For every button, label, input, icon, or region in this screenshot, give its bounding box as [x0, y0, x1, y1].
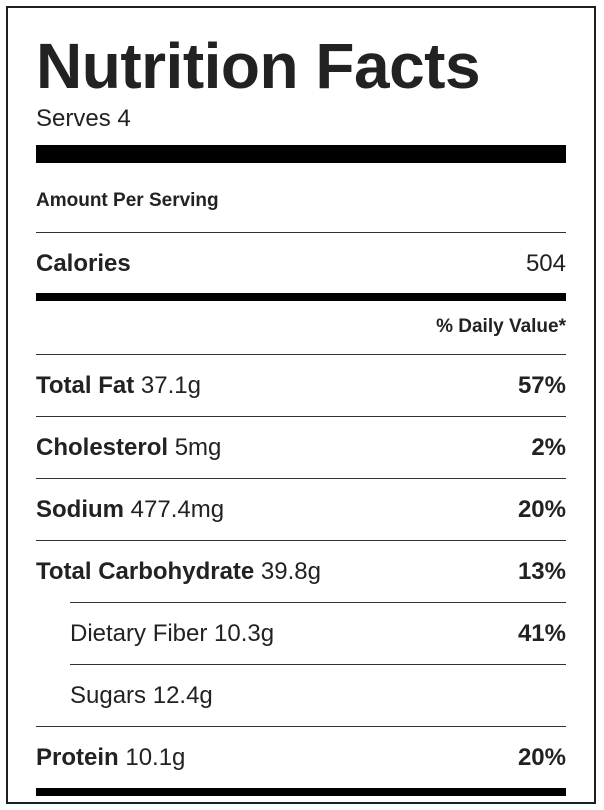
divider [36, 416, 566, 417]
nutrient-row-total-carbohydrate: Total Carbohydrate 39.8g 13% [36, 541, 566, 603]
nutrient-amount: 5mg [174, 434, 222, 461]
nutrient-name: Protein [36, 744, 126, 771]
nutrient-row-sugars: Sugars 12.4g [70, 665, 566, 727]
nutrient-daily-value: 20% [517, 744, 566, 771]
nutrient-name: Cholesterol [36, 434, 175, 461]
divider [70, 664, 566, 665]
nutrient-row-protein: Protein 10.1g 20% [36, 727, 566, 789]
divider [70, 602, 566, 603]
nutrition-label-content: Nutrition Facts Serves 4 Amount Per Serv… [36, 8, 566, 802]
nutrient-daily-value: 20% [517, 496, 566, 523]
nutrient-amount: 39.8g [260, 558, 321, 585]
nutrient-daily-value: 2% [531, 434, 566, 461]
nutrition-label: Nutrition Facts Serves 4 Amount Per Serv… [6, 6, 596, 804]
thick-divider-top [36, 145, 566, 163]
nutrient-row-total-fat: Total Fat 37.1g 57% [36, 355, 566, 417]
amount-per-serving: Amount Per Serving [36, 190, 219, 211]
calories-value: 504 [525, 250, 566, 277]
nutrient-amount: 37.1g [140, 372, 201, 399]
nutrient-row-sodium: Sodium 477.4mg 20% [36, 479, 566, 541]
nutrient-name: Total Fat [36, 372, 141, 399]
divider [36, 726, 566, 727]
nutrient-name: Sodium [36, 496, 131, 523]
thick-divider-bottom [36, 788, 566, 796]
daily-value-header: % Daily Value* [436, 316, 566, 337]
nutrient-daily-value: 13% [517, 558, 566, 585]
calories-row: Calories 504 [36, 233, 566, 295]
divider [36, 540, 566, 541]
nutrient-amount: 477.4mg [130, 496, 225, 523]
divider [36, 478, 566, 479]
nutrient-name: Sugars [70, 682, 153, 709]
nutrient-row-cholesterol: Cholesterol 5mg 2% [36, 417, 566, 479]
nutrient-row-dietary-fiber: Dietary Fiber 10.3g 41% [70, 603, 566, 665]
divider [36, 354, 566, 355]
divider [36, 232, 566, 233]
medium-divider [36, 293, 566, 301]
nutrient-daily-value: 57% [517, 372, 566, 399]
nutrient-daily-value: 41% [517, 620, 566, 647]
label-title: Nutrition Facts [36, 30, 481, 102]
nutrient-name: Dietary Fiber [70, 620, 215, 647]
nutrient-amount: 10.1g [125, 744, 186, 771]
nutrient-amount: 10.3g [214, 620, 275, 647]
nutrient-name: Total Carbohydrate [36, 558, 261, 585]
calories-label: Calories [36, 250, 131, 277]
servings-text: Serves 4 [36, 105, 131, 132]
nutrient-amount: 12.4g [152, 682, 213, 709]
